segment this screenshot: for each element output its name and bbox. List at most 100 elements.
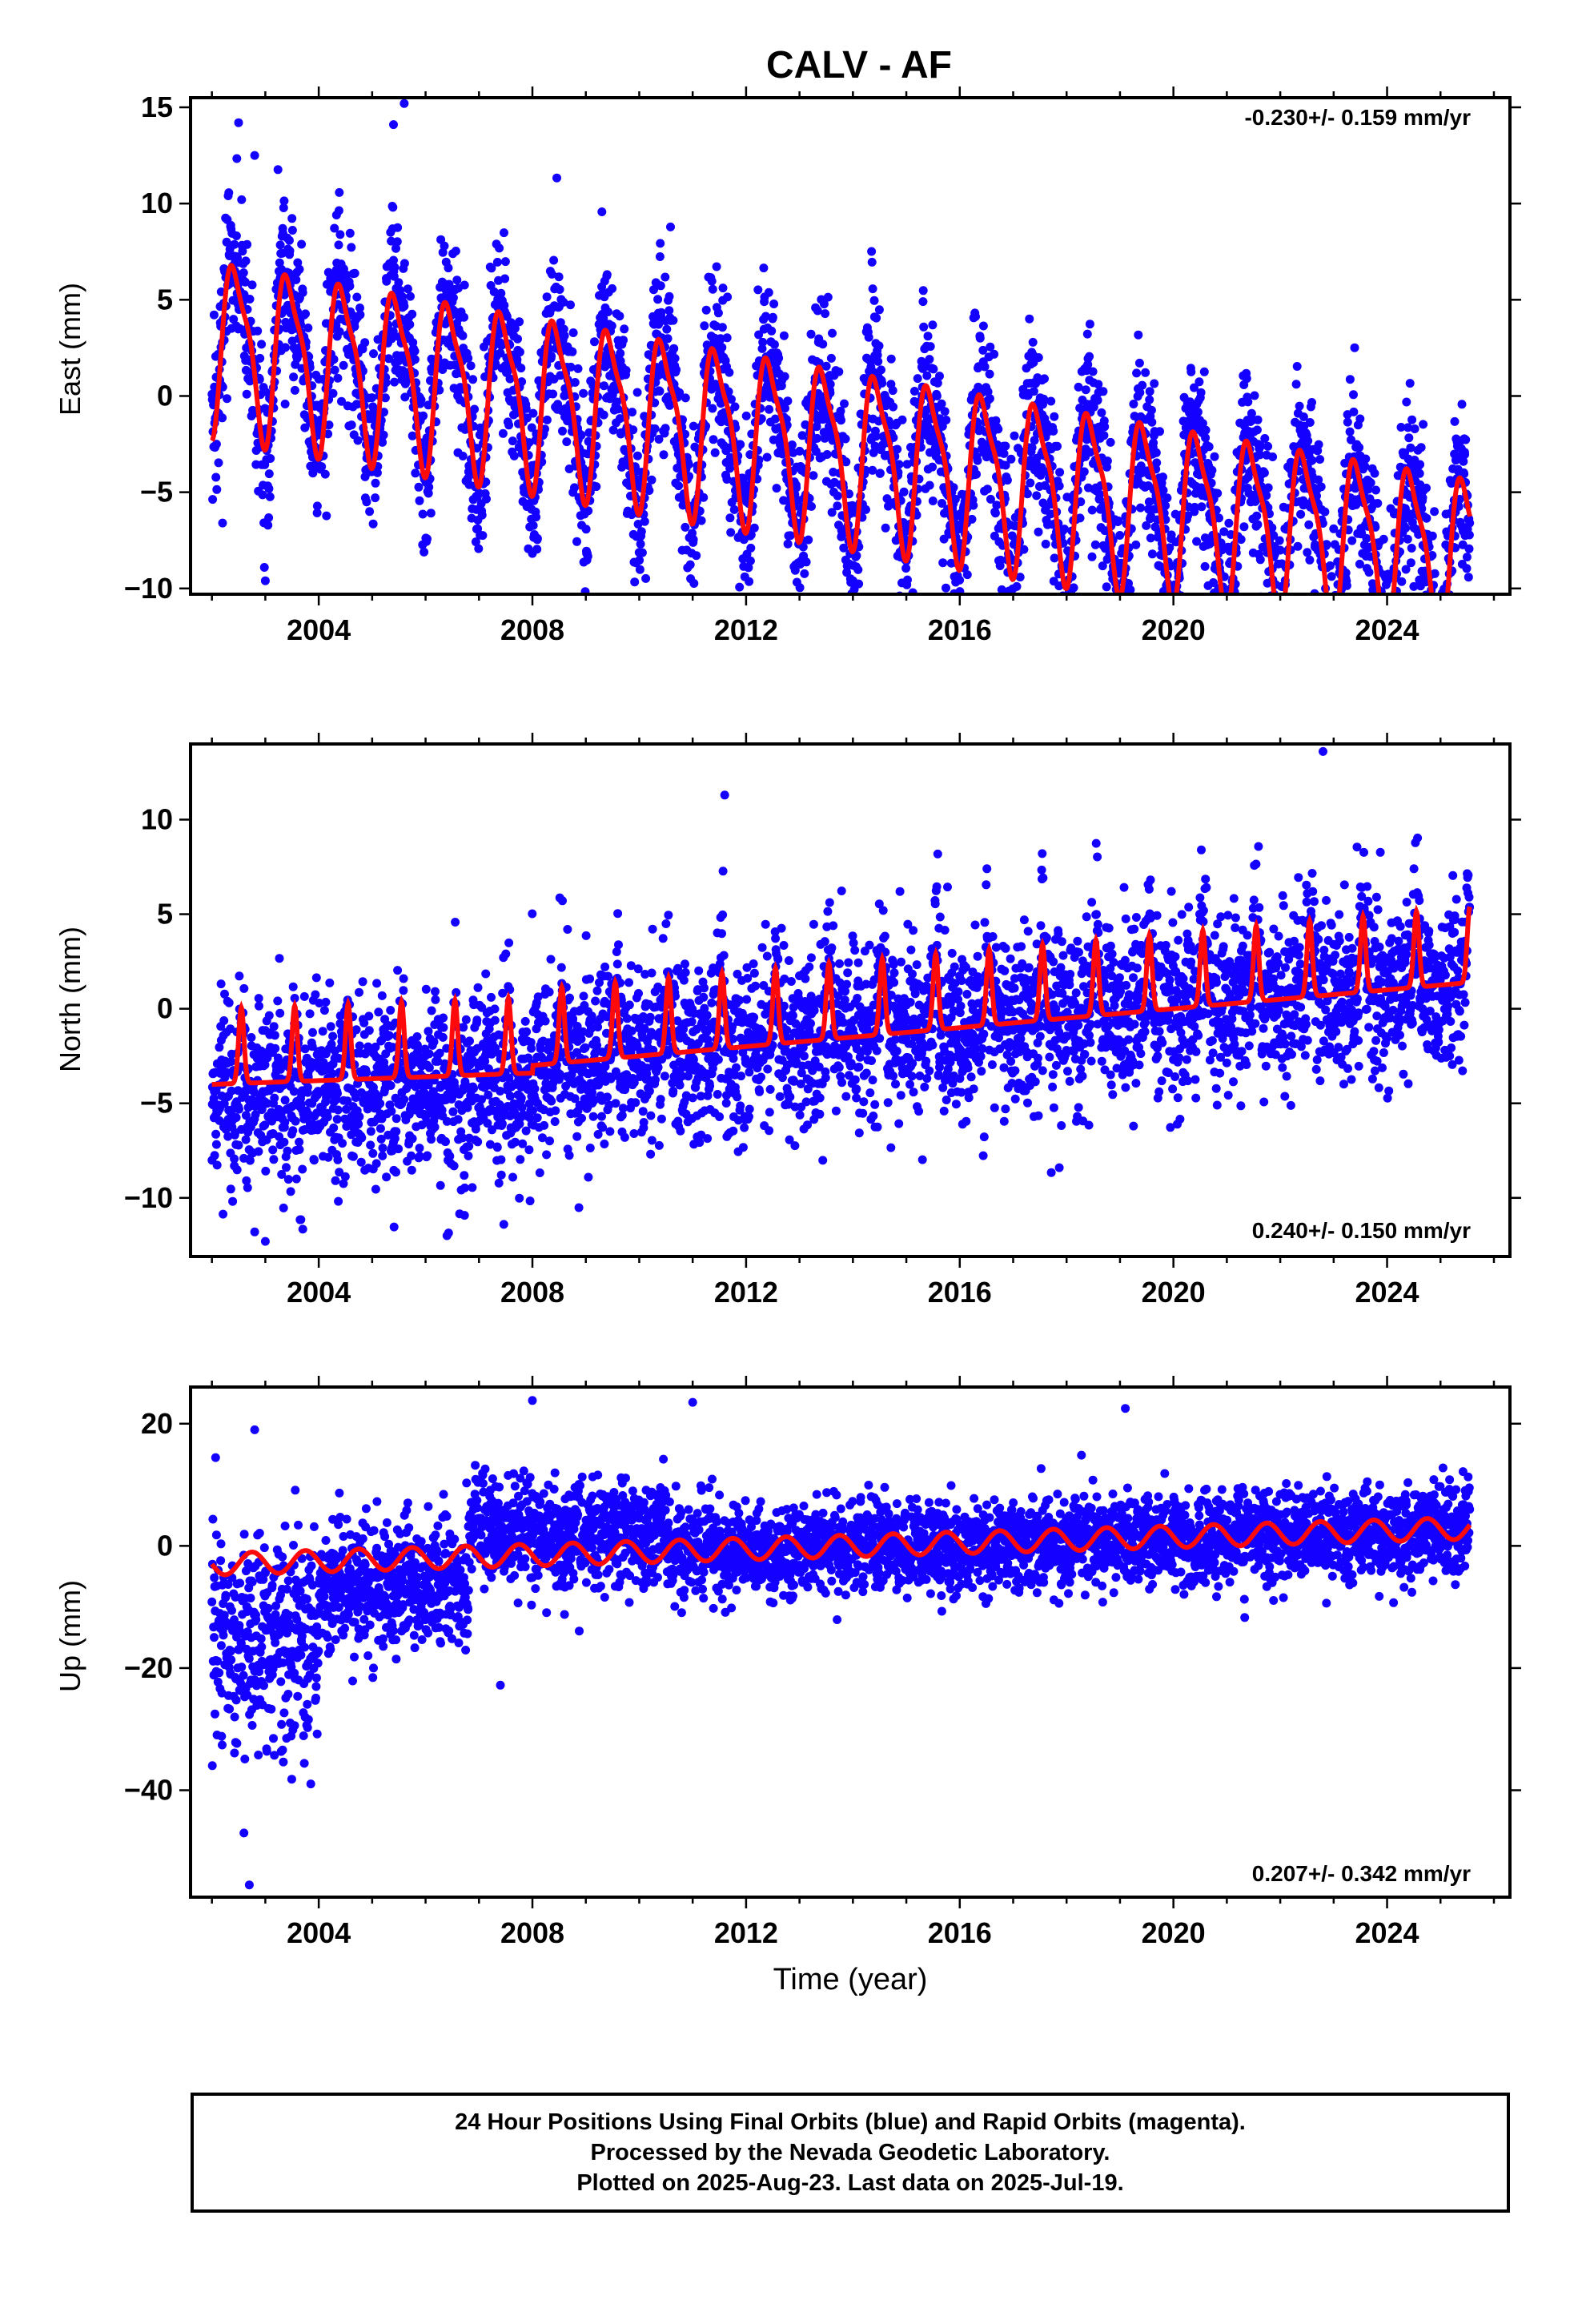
east-data-point: [581, 525, 591, 534]
east-data-point: [1370, 468, 1379, 478]
east-data-point: [1099, 431, 1109, 440]
east-data-point: [1445, 621, 1454, 629]
east-data-point: [1419, 420, 1428, 429]
north-rate-label: 0.240+/- 0.150 mm/yr: [1252, 1218, 1471, 1243]
east-data-point: [1113, 652, 1122, 661]
east-data-point: [1331, 640, 1340, 649]
east-data-point: [1335, 605, 1344, 613]
east-data-point: [842, 568, 852, 577]
east-data-point: [1012, 581, 1022, 591]
east-data-point: [322, 511, 331, 521]
east-data-point: [1162, 597, 1171, 606]
east-data-point: [394, 278, 404, 287]
north-data-point: [226, 1184, 235, 1194]
east-data-point: [1276, 676, 1285, 685]
east-data-point: [280, 400, 290, 408]
east-data-point: [1166, 530, 1176, 540]
east-data-point: [293, 258, 303, 267]
east-data-point: [444, 263, 453, 273]
east-data-point: [935, 372, 944, 381]
east-data-point: [568, 347, 577, 356]
east-data-point: [1232, 627, 1241, 636]
east-data-point: [489, 287, 499, 296]
east-data-point: [275, 258, 284, 267]
east-data-point: [335, 187, 344, 197]
east-data-point: [619, 336, 628, 345]
east-data-point: [1098, 387, 1108, 396]
east-data-point: [566, 300, 575, 310]
east-data-point: [1012, 622, 1021, 631]
east-data-point: [500, 257, 510, 267]
east-data-point: [913, 374, 922, 384]
east-data-point: [240, 277, 250, 287]
east-data-point: [666, 222, 675, 231]
east-data-point: [949, 483, 958, 493]
east-data-point: [1364, 568, 1374, 577]
east-data-point: [320, 469, 330, 479]
east-data-point: [542, 415, 552, 424]
east-data-point: [1230, 611, 1239, 620]
east-data-point: [1461, 435, 1471, 444]
east-data-point: [406, 292, 415, 301]
east-data-point: [1098, 561, 1107, 571]
north-data-point: [334, 1196, 343, 1206]
east-data-point: [1158, 485, 1168, 495]
east-data-point: [1126, 585, 1135, 594]
east-data-point: [266, 454, 275, 463]
east-data-point: [607, 321, 616, 331]
east-data-point: [242, 389, 251, 399]
east-data-point: [985, 394, 994, 404]
east-data-point: [615, 312, 624, 321]
east-x-tick-label: 2024: [1355, 613, 1419, 646]
east-data-point: [580, 587, 590, 594]
east-data-point: [1057, 643, 1066, 652]
east-data-point: [723, 292, 733, 302]
east-data-point: [1278, 606, 1287, 615]
east-data-point: [1283, 602, 1291, 611]
east-data-point: [813, 306, 822, 316]
east-data-point: [1295, 401, 1304, 411]
east-data-point: [1430, 507, 1439, 517]
east-data-point: [672, 365, 681, 375]
east-data-point: [1436, 685, 1445, 694]
east-data-point: [265, 492, 275, 501]
north-data-point: [362, 1068, 371, 1077]
east-data-point: [414, 482, 424, 492]
north-data-point: [323, 1112, 332, 1122]
east-data-point: [1336, 677, 1345, 686]
east-data-point: [1333, 619, 1342, 628]
east-data-point: [347, 420, 356, 430]
east-data-point: [814, 358, 824, 368]
east-data-point: [1204, 442, 1214, 452]
east-data-point: [1319, 627, 1328, 636]
east-data-point: [1431, 597, 1440, 605]
east-data-point: [532, 533, 542, 543]
east-data-point: [1360, 461, 1370, 471]
north-data-point: [328, 1031, 338, 1041]
north-data-point: [295, 1137, 304, 1147]
east-data-point: [247, 280, 257, 290]
east-data-point: [400, 392, 410, 402]
east-data-point: [874, 305, 884, 315]
east-data-point: [1183, 511, 1193, 521]
east-data-point: [1008, 643, 1017, 652]
east-data-point: [1443, 637, 1452, 646]
north-data-point: [400, 1095, 409, 1104]
east-data-point: [1226, 647, 1235, 656]
north-data-point: [211, 1129, 221, 1139]
east-data-point: [656, 308, 666, 317]
east-data-point: [243, 239, 252, 249]
east-data-point: [379, 408, 388, 417]
east-data-point: [874, 341, 884, 351]
east-data-point: [1102, 456, 1112, 466]
east-data-point: [1275, 619, 1284, 628]
east-data-point: [1439, 693, 1448, 702]
north-data-point: [239, 983, 249, 993]
east-data-point: [1081, 385, 1090, 395]
east-data-point: [527, 423, 536, 432]
east-data-point: [380, 393, 390, 403]
east-data-point: [1283, 615, 1291, 624]
east-data-point: [1379, 534, 1388, 544]
north-data-point: [231, 1113, 241, 1122]
east-data-point: [1228, 634, 1237, 643]
